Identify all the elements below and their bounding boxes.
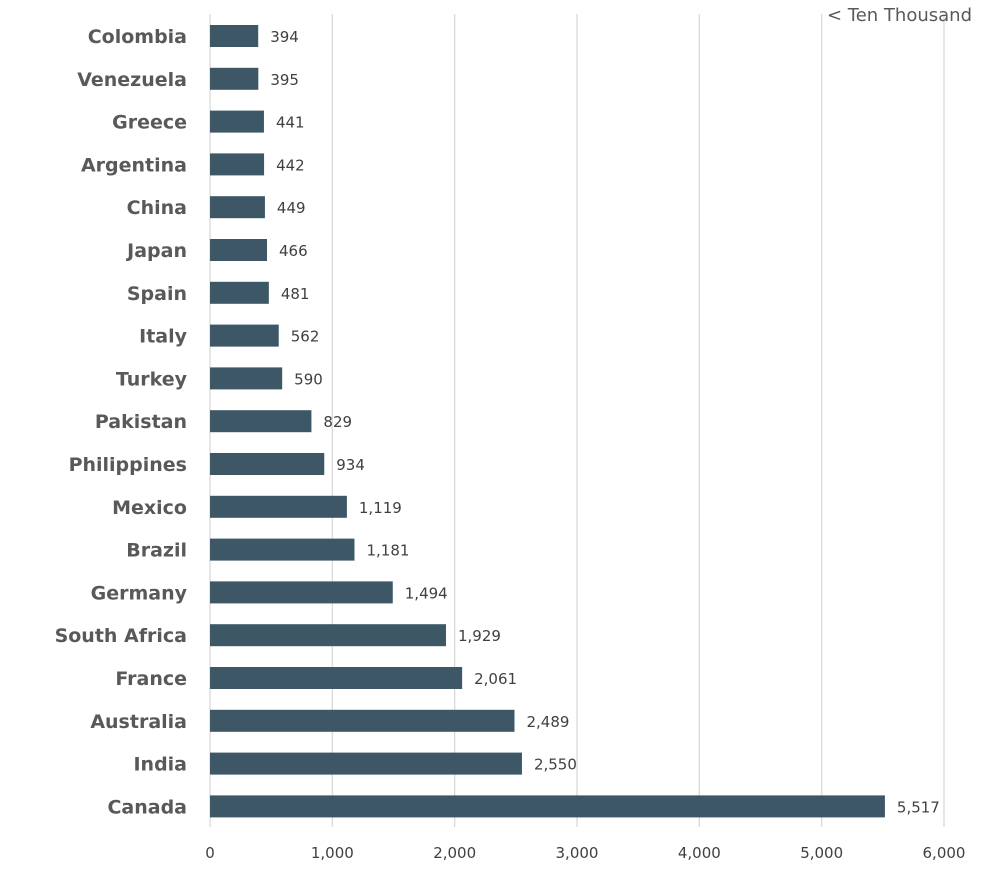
category-label: Canada [107, 796, 187, 818]
category-label: Mexico [112, 497, 187, 519]
x-tick-label: 2,000 [433, 844, 476, 862]
bar [210, 324, 279, 347]
category-label: Japan [125, 240, 187, 262]
category-label: Spain [127, 283, 187, 305]
bars [210, 25, 885, 818]
x-tick-label: 5,000 [800, 844, 843, 862]
data-label: 5,517 [897, 798, 940, 816]
bar [210, 25, 259, 47]
gridlines [209, 14, 945, 827]
data-label: 442 [276, 156, 305, 174]
x-tick-label: 3,000 [556, 844, 599, 862]
bar [210, 667, 463, 689]
category-label: France [115, 668, 187, 690]
data-label: 1,929 [458, 627, 501, 645]
bar [210, 196, 265, 219]
bar [210, 752, 522, 775]
data-label: 441 [276, 114, 305, 132]
category-label: South Africa [55, 625, 187, 647]
category-label: India [133, 754, 187, 776]
unit-note: < Ten Thousand [827, 5, 972, 26]
bar [210, 410, 312, 433]
data-label: 590 [294, 370, 323, 388]
data-label: 1,119 [359, 499, 402, 517]
bar [210, 795, 885, 818]
data-label: 394 [270, 28, 299, 46]
bar [210, 281, 269, 304]
bar [210, 495, 347, 518]
bar [210, 153, 265, 176]
category-label: China [127, 197, 187, 219]
data-label: 562 [291, 328, 320, 346]
category-label: Argentina [81, 154, 187, 176]
bar [210, 239, 268, 261]
data-label: 2,061 [474, 670, 517, 688]
bar [210, 581, 393, 604]
data-label: 934 [336, 456, 365, 474]
data-label: 449 [277, 199, 306, 217]
data-label: 1,181 [366, 542, 409, 560]
data-label: 2,489 [526, 713, 569, 731]
category-label: Pakistan [95, 411, 187, 433]
category-label: Greece [112, 112, 187, 134]
data-label: 466 [279, 242, 308, 260]
x-tick-label: 0 [205, 844, 215, 862]
bar [210, 624, 446, 647]
bar [210, 367, 283, 390]
category-label: Turkey [116, 368, 188, 390]
data-label: 481 [281, 285, 310, 303]
bar [210, 709, 515, 732]
data-label: 1,494 [405, 584, 448, 602]
data-label: 2,550 [534, 756, 577, 774]
data-label: 395 [270, 71, 299, 89]
x-tick-label: 6,000 [923, 844, 966, 862]
bar [210, 67, 259, 90]
category-label: Colombia [88, 26, 187, 48]
category-label: Australia [90, 711, 187, 733]
labels: 0 1,000 2,000 3,000 4,000 5,000 6,000 Colombia 3… [55, 26, 966, 862]
category-label: Philippines [69, 454, 187, 476]
x-tick-label: 4,000 [678, 844, 721, 862]
bar [210, 453, 325, 475]
bar [210, 538, 355, 561]
category-label: Germany [91, 582, 188, 604]
x-tick-label: 1,000 [311, 844, 354, 862]
category-label: Venezuela [77, 69, 187, 91]
category-label: Italy [139, 326, 187, 348]
category-label: Brazil [126, 540, 187, 562]
bar [210, 110, 264, 133]
data-label: 829 [323, 413, 352, 431]
